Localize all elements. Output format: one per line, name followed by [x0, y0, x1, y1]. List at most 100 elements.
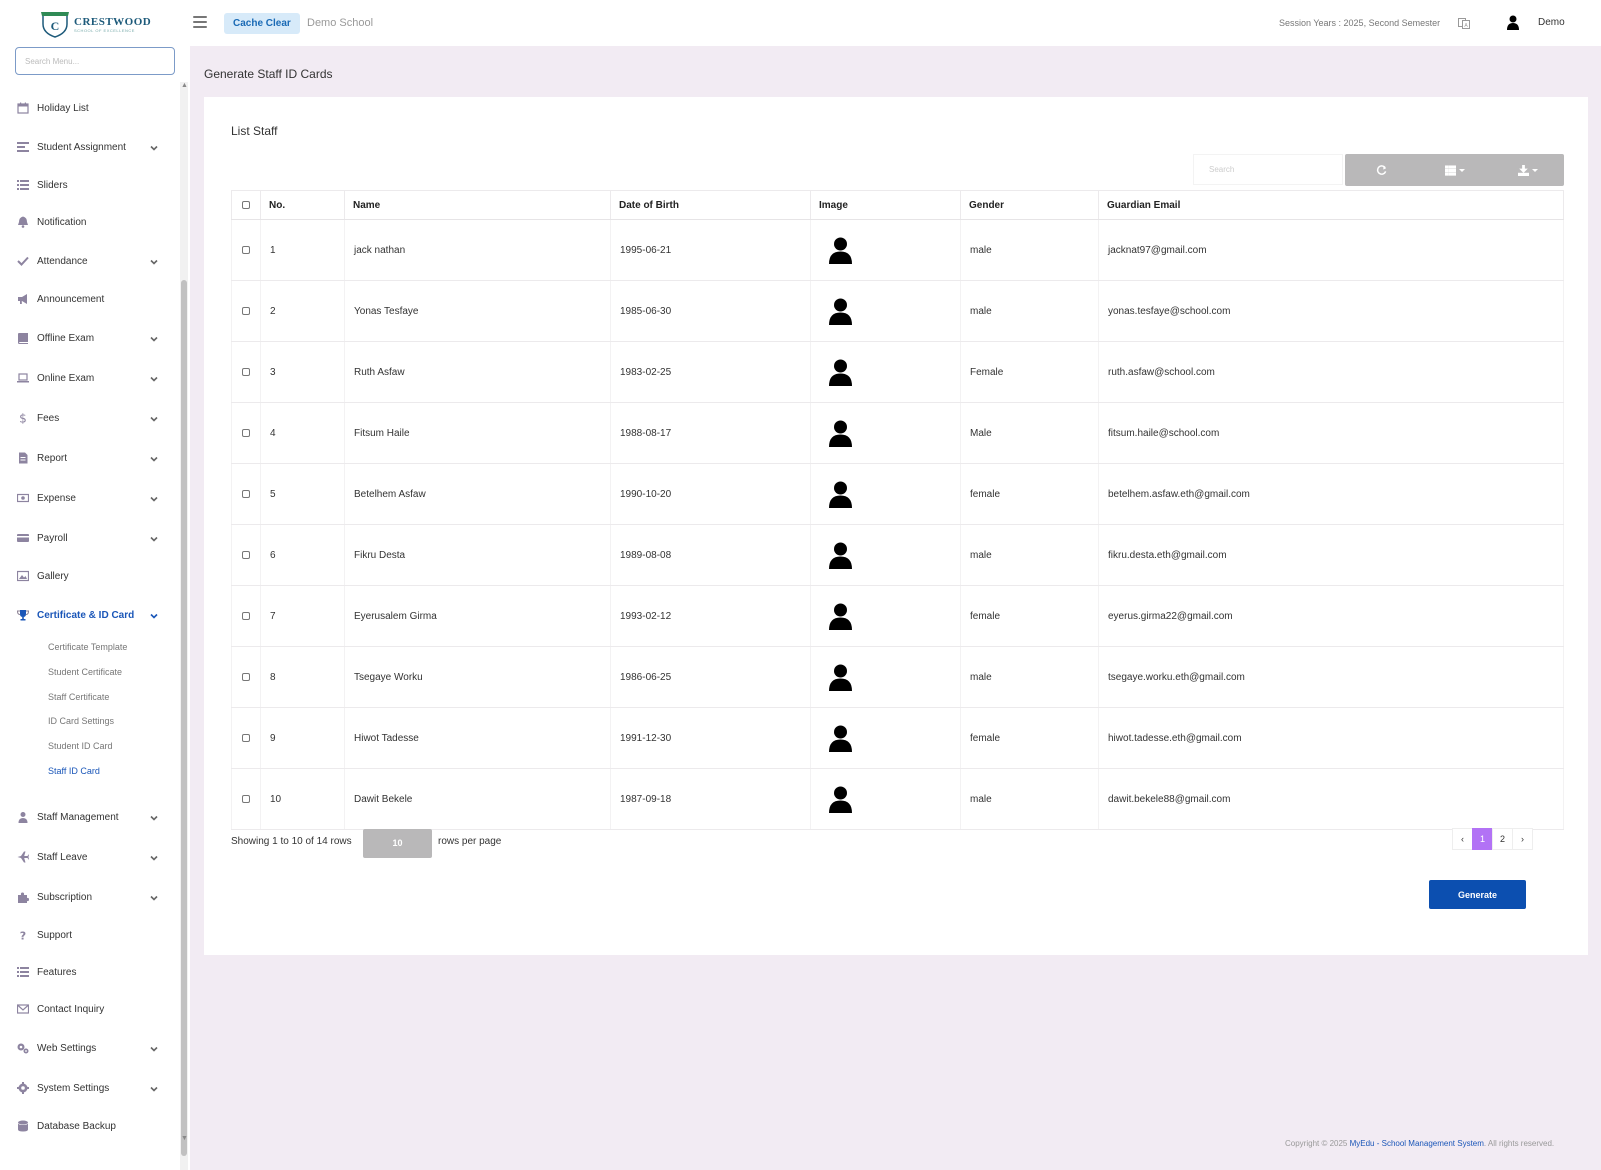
- submenu-item-staff-certificate[interactable]: Staff Certificate: [48, 692, 110, 702]
- hamburger-menu-icon[interactable]: [193, 16, 207, 28]
- language-icon[interactable]: A: [1458, 17, 1470, 29]
- column-header-no[interactable]: No.: [260, 190, 345, 220]
- column-header-email[interactable]: Guardian Email: [1098, 190, 1564, 220]
- row-checkbox[interactable]: [242, 428, 250, 437]
- sidebar-item-label: Contact Inquiry: [37, 1003, 105, 1015]
- row-checkbox[interactable]: [242, 489, 250, 498]
- columns-toggle-button[interactable]: [1418, 154, 1491, 186]
- table-row[interactable]: 5 Betelhem Asfaw 1990-10-20 female betelhem.…: [231, 463, 1564, 525]
- assignment-icon: [16, 141, 29, 154]
- sidebar-item-contact-inquiry[interactable]: Contact Inquiry: [16, 999, 166, 1019]
- user-avatar-icon[interactable]: [829, 664, 852, 691]
- user-avatar-icon[interactable]: [1507, 15, 1519, 30]
- table-row[interactable]: 2 Yonas Tesfaye 1985-06-30 male yonas.tesfay…: [231, 280, 1564, 342]
- user-avatar-icon[interactable]: [829, 542, 852, 569]
- school-logo[interactable]: C CRESTWOOD SCHOOL OF EXCELLENCE: [40, 10, 151, 38]
- sidebar-item-notification[interactable]: Notification: [16, 212, 166, 232]
- row-checkbox[interactable]: [242, 550, 250, 559]
- row-checkbox[interactable]: [242, 672, 250, 681]
- table-row[interactable]: 9 Hiwot Tadesse 1991-12-30 female hiwot.tade…: [231, 707, 1564, 769]
- sidebar-item-payroll[interactable]: Payroll: [16, 528, 166, 548]
- sidebar-item-support[interactable]: ? Support: [16, 925, 166, 945]
- row-checkbox[interactable]: [242, 611, 250, 620]
- chevron-down-icon: [150, 893, 158, 901]
- user-avatar-icon[interactable]: [829, 420, 852, 447]
- sidebar-item-announcement[interactable]: Announcement: [16, 289, 166, 309]
- cell-name: Ruth Asfaw: [344, 341, 611, 403]
- table-row[interactable]: 8 Tsegaye Worku 1986-06-25 male tsegaye.work…: [231, 646, 1564, 708]
- cell-gender: female: [960, 707, 1099, 769]
- svg-text:A: A: [1464, 23, 1468, 29]
- scroll-down-arrow-icon[interactable]: ▼: [181, 1135, 188, 1142]
- row-checkbox[interactable]: [242, 367, 250, 376]
- sidebar-item-database-backup[interactable]: Database Backup: [16, 1116, 166, 1136]
- user-avatar-icon[interactable]: [829, 237, 852, 264]
- cell-image: [810, 341, 961, 403]
- sidebar-item-staff-management[interactable]: Staff Management: [16, 807, 166, 827]
- select-all-checkbox[interactable]: [242, 200, 250, 209]
- rows-per-page-select[interactable]: 10: [363, 829, 432, 858]
- sidebar-item-label: Offline Exam: [37, 332, 95, 344]
- generate-button[interactable]: Generate: [1429, 880, 1526, 909]
- row-checkbox[interactable]: [242, 306, 250, 315]
- sidebar-item-student-assignment[interactable]: Student Assignment: [16, 137, 166, 157]
- submenu-item-certificate-template[interactable]: Certificate Template: [48, 642, 128, 652]
- table-search-input[interactable]: [1193, 154, 1343, 185]
- sidebar-scroll-thumb[interactable]: [181, 280, 187, 1156]
- table-row[interactable]: 6 Fikru Desta 1989-08-08 male fikru.desta.et…: [231, 524, 1564, 586]
- sidebar-item-system-settings[interactable]: System Settings: [16, 1078, 166, 1098]
- submenu-item-id-card-settings[interactable]: ID Card Settings: [48, 716, 115, 726]
- cell-email: betelhem.asfaw.eth@gmail.com: [1098, 463, 1564, 525]
- page-2-button[interactable]: 2: [1492, 828, 1513, 850]
- user-avatar-icon[interactable]: [829, 481, 852, 508]
- user-name[interactable]: Demo: [1538, 17, 1565, 28]
- export-button[interactable]: [1491, 154, 1564, 186]
- cache-clear-button[interactable]: Cache Clear: [224, 13, 300, 34]
- footer-system-link[interactable]: School Management System: [1381, 1139, 1484, 1148]
- table-row[interactable]: 3 Ruth Asfaw 1983-02-25 Female ruth.asfaw@sc…: [231, 341, 1564, 403]
- sidebar-item-web-settings[interactable]: Web Settings: [16, 1038, 166, 1058]
- footer-brand-link[interactable]: MyEdu: [1349, 1139, 1375, 1148]
- column-header-image[interactable]: Image: [810, 190, 961, 220]
- user-avatar-icon[interactable]: [829, 359, 852, 386]
- user-avatar-icon[interactable]: [829, 725, 852, 752]
- sidebar-item-staff-leave[interactable]: Staff Leave: [16, 847, 166, 867]
- scroll-up-arrow-icon[interactable]: ▲: [181, 82, 188, 89]
- sidebar-item-report[interactable]: Report: [16, 448, 166, 468]
- user-avatar-icon[interactable]: [829, 786, 852, 813]
- sidebar-item-offline-exam[interactable]: Offline Exam: [16, 328, 166, 348]
- submenu-item-student-id-card[interactable]: Student ID Card: [48, 741, 113, 751]
- column-header-dob[interactable]: Date of Birth: [610, 190, 811, 220]
- table-row[interactable]: 7 Eyerusalem Girma 1993-02-12 female eyerus.…: [231, 585, 1564, 647]
- sidebar-item-expense[interactable]: Expense: [16, 488, 166, 508]
- refresh-button[interactable]: [1345, 154, 1418, 186]
- sidebar-item-holiday-list[interactable]: Holiday List: [16, 98, 166, 118]
- row-checkbox[interactable]: [242, 794, 250, 803]
- column-header-name[interactable]: Name: [344, 190, 611, 220]
- sidebar-item-attendance[interactable]: Attendance: [16, 251, 166, 271]
- sidebar-item-subscription[interactable]: Subscription: [16, 887, 166, 907]
- prev-page-button[interactable]: ‹: [1452, 828, 1473, 850]
- user-avatar-icon[interactable]: [829, 298, 852, 325]
- sidebar-item-sliders[interactable]: Sliders: [16, 175, 166, 195]
- row-checkbox[interactable]: [242, 733, 250, 742]
- table-row[interactable]: 4 Fitsum Haile 1988-08-17 Male fitsum.haile@…: [231, 402, 1564, 464]
- school-name: Demo School: [307, 17, 374, 29]
- user-avatar-icon[interactable]: [829, 603, 852, 630]
- submenu-item-staff-id-card[interactable]: Staff ID Card: [48, 766, 100, 776]
- sidebar-item-online-exam[interactable]: Online Exam: [16, 368, 166, 388]
- sidebar-item-fees[interactable]: $ Fees: [16, 408, 166, 428]
- table-row[interactable]: 1 jack nathan 1995-06-21 male jacknat97@gmai…: [231, 219, 1564, 281]
- sidebar-item-gallery[interactable]: Gallery: [16, 566, 166, 586]
- check-icon: [16, 255, 29, 268]
- row-checkbox[interactable]: [242, 245, 250, 254]
- page-1-button[interactable]: 1: [1472, 828, 1493, 850]
- sidebar-item-features[interactable]: Features: [16, 962, 166, 982]
- sidebar-item-label: Certificate & ID Card: [37, 609, 135, 621]
- submenu-item-student-certificate[interactable]: Student Certificate: [48, 667, 123, 677]
- next-page-button[interactable]: ›: [1512, 828, 1533, 850]
- column-header-gender[interactable]: Gender: [960, 190, 1099, 220]
- menu-search-input[interactable]: [15, 47, 175, 75]
- table-row[interactable]: 10 Dawit Bekele 1987-09-18 male dawit.bekele…: [231, 768, 1564, 830]
- sidebar-item-certificate-id-card[interactable]: Certificate & ID Card: [16, 605, 166, 625]
